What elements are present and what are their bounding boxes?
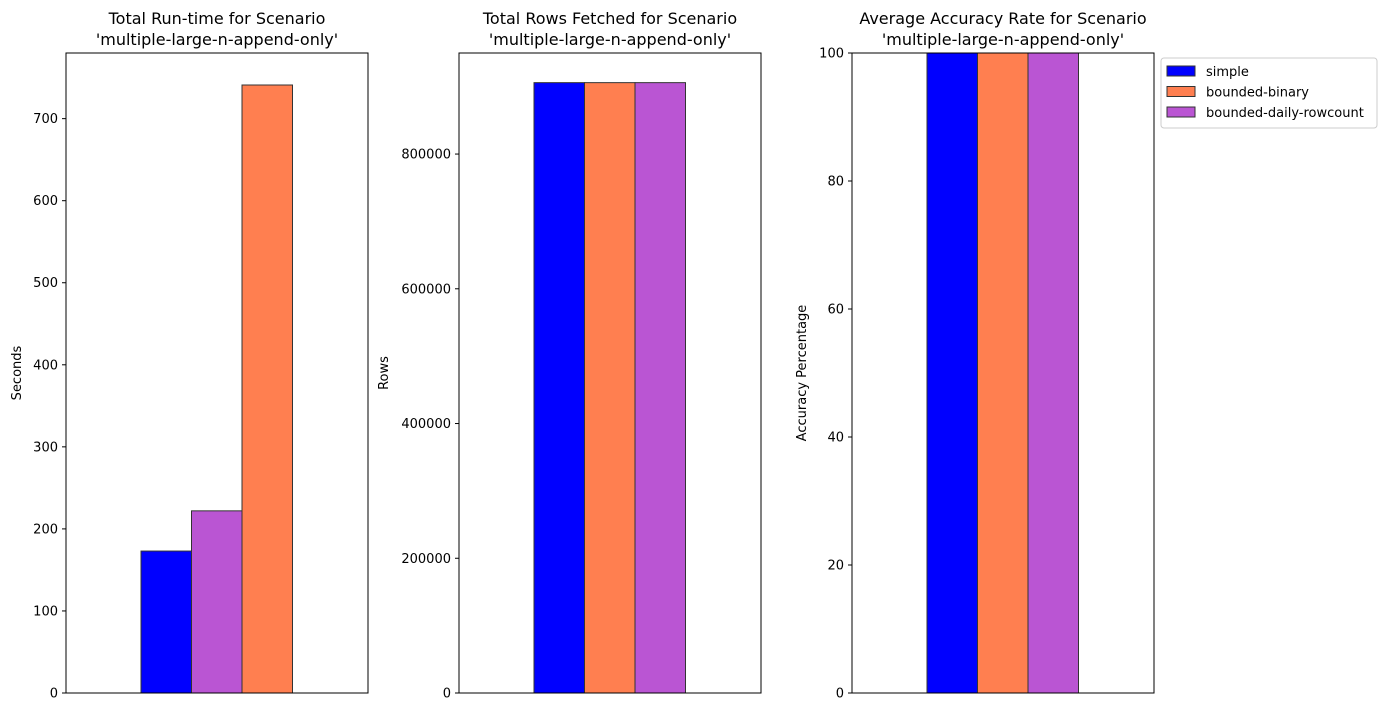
y-tick-label: 400	[33, 358, 58, 373]
y-tick-label: 400000	[401, 417, 451, 432]
chart-panel-2: 0 200000 400000 600000 800000 Rows Total Rows …	[377, 9, 762, 702]
bar-bounded-binary	[977, 52, 1029, 694]
bar-bounded-binary	[241, 84, 293, 694]
y-axis-label: Accuracy Percentage	[795, 305, 810, 442]
axes-frame	[851, 52, 1155, 694]
y-tick-label: 20	[827, 559, 844, 574]
bar-simple	[926, 52, 978, 694]
chart-title-line: 'multiple-large-n-append-only'	[489, 30, 731, 49]
legend-swatch-bounded-daily-rowcount	[1166, 106, 1196, 118]
legend-swatch-simple	[1166, 65, 1196, 77]
y-tick-label: 600	[33, 194, 58, 209]
legend: simple bounded-binary bounded-daily-rowcou…	[1160, 57, 1378, 129]
y-tick-label: 0	[443, 687, 451, 702]
y-tick-label: 500	[33, 276, 58, 291]
legend-swatch-bounded-binary	[1166, 86, 1196, 97]
y-tick-label: 0	[836, 687, 844, 702]
legend-label-bounded-binary: bounded-binary	[1206, 86, 1309, 101]
chart-title-line: 'multiple-large-n-append-only'	[882, 30, 1124, 49]
bar-bounded-daily-rowcount	[1027, 52, 1079, 694]
chart-title-line: 'multiple-large-n-append-only'	[96, 30, 338, 49]
chart-panel-1: 0 100 200 300 400 500 600 700 Seconds Total Run-t…	[10, 9, 369, 702]
y-tick-label: 60	[827, 303, 844, 318]
y-tick-label: 0	[50, 687, 58, 702]
y-tick-label: 700	[33, 112, 58, 127]
chart-title-line: Total Run-time for Scenario	[108, 9, 326, 28]
y-axis-label: Seconds	[10, 345, 25, 400]
chart-title-line: Total Rows Fetched for Scenario	[482, 9, 737, 28]
bar-bounded-daily-rowcount	[191, 510, 243, 694]
bar-bounded-binary	[584, 82, 636, 694]
y-axis-label: Rows	[377, 356, 392, 390]
y-tick-label: 800000	[401, 148, 451, 163]
bar-simple	[140, 550, 192, 694]
y-tick-label: 300	[33, 440, 58, 455]
y-tick-label: 100	[33, 604, 58, 619]
bar-simple	[533, 82, 585, 694]
y-tick-label: 200000	[401, 552, 451, 567]
y-tick-label: 200	[33, 522, 58, 537]
axes-frame	[65, 52, 369, 694]
chart-panel-3: 0 20 40 60 80 100 Accuracy Percentage Average A…	[795, 9, 1155, 702]
y-tick-label: 80	[827, 175, 844, 190]
legend-box	[1160, 57, 1378, 129]
y-tick-label: 40	[827, 431, 844, 446]
bar-bounded-daily-rowcount	[634, 82, 686, 694]
y-tick-label: 600000	[401, 282, 451, 297]
legend-label-simple: simple	[1206, 65, 1249, 80]
chart-title-line: Average Accuracy Rate for Scenario	[859, 9, 1146, 28]
legend-label-bounded-daily-rowcount: bounded-daily-rowcount	[1206, 106, 1364, 121]
y-tick-label: 100	[819, 47, 844, 62]
axes-frame	[458, 52, 762, 694]
